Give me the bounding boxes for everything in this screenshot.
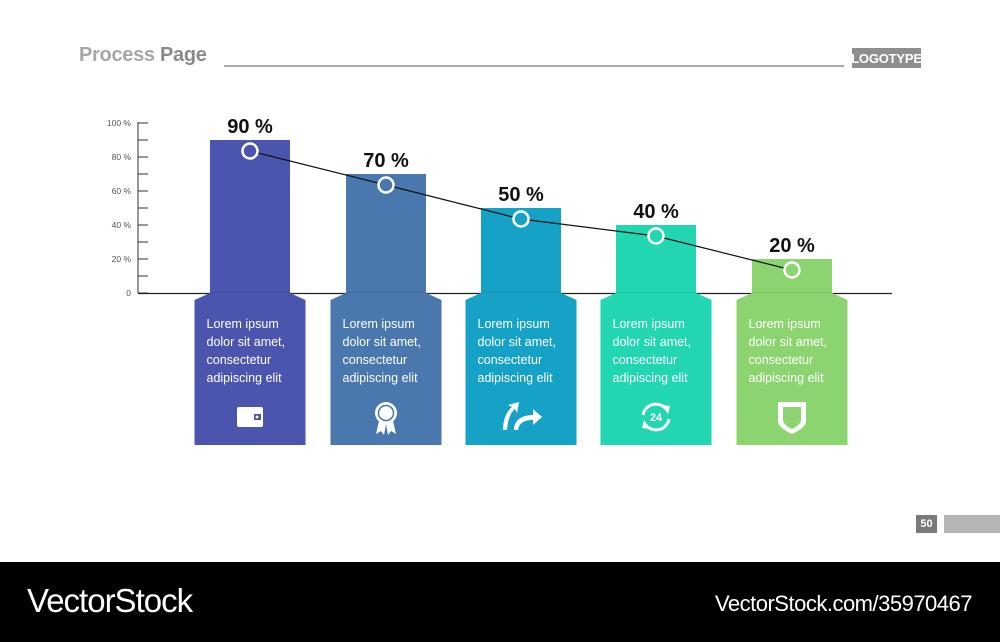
page-number-bar — [944, 515, 1000, 533]
shield-icon — [778, 402, 806, 434]
trend-marker — [512, 210, 530, 228]
bar — [210, 140, 290, 293]
data-label: 40 % — [633, 201, 679, 223]
y-tick-label: 0 — [126, 288, 131, 298]
bar — [346, 174, 426, 293]
split-arrows-icon — [503, 402, 542, 430]
card-text-line: adipiscing elit — [613, 371, 689, 385]
y-tick-label: 40 % — [112, 220, 132, 230]
card-text-line: dolor sit amet, — [749, 335, 828, 349]
trend-marker — [647, 227, 665, 245]
card-text-line: consectetur — [749, 353, 814, 367]
data-label: 90 % — [227, 116, 273, 138]
card-text-line: adipiscing elit — [478, 371, 554, 385]
card-text-line: Lorem ipsum — [207, 317, 279, 331]
card-text-line: Lorem ipsum — [749, 317, 821, 331]
data-label: 50 % — [498, 184, 544, 206]
trend-marker — [241, 142, 259, 160]
footer-brand: VectorStock — [27, 582, 193, 619]
wallet-icon — [237, 407, 263, 427]
data-label: 20 % — [769, 235, 815, 257]
card-text-line: consectetur — [343, 353, 408, 367]
info-card — [330, 293, 442, 445]
footer-url: VectorStock.com/35970467 — [714, 591, 973, 616]
page-title-part2: Page — [160, 44, 207, 66]
award-ribbon-icon — [375, 402, 397, 435]
info-card — [736, 293, 848, 445]
card-text-line: dolor sit amet, — [478, 335, 557, 349]
trend-marker — [783, 261, 801, 279]
data-label: 70 % — [363, 150, 409, 172]
page-number: 50 — [916, 515, 937, 533]
page-title: Process Page — [79, 44, 207, 67]
y-tick-label: 80 % — [112, 152, 132, 162]
bar-chart: 0 20 % 40 % 60 % 80 % 100 % Lorem ipsum dolor s… — [107, 116, 892, 445]
card-text-line: adipiscing elit — [343, 371, 419, 385]
logotype-badge: LOGOTYPE — [851, 48, 922, 68]
svg-text:24: 24 — [650, 412, 663, 424]
card-text-line: dolor sit amet, — [343, 335, 422, 349]
24-hours-icon: 24 — [641, 402, 671, 432]
footer-bar: VectorStock VectorStock.com/35970467 — [0, 562, 1000, 642]
card-text-line: Lorem ipsum — [613, 317, 685, 331]
card-text-line: dolor sit amet, — [613, 335, 692, 349]
card-text-line: consectetur — [613, 353, 678, 367]
y-tick-label: 100 % — [107, 118, 132, 128]
card-text-line: consectetur — [478, 353, 543, 367]
info-card — [465, 293, 577, 445]
card-text-line: adipiscing elit — [749, 371, 825, 385]
y-tick-label: 20 % — [112, 254, 132, 264]
card-text-line: Lorem ipsum — [478, 317, 550, 331]
info-card — [194, 293, 306, 445]
card-text-line: dolor sit amet, — [207, 335, 286, 349]
y-tick-label: 60 % — [112, 186, 132, 196]
card-text-line: Lorem ipsum — [343, 317, 415, 331]
header-divider — [224, 65, 844, 67]
page-title-part1: Process — [79, 44, 155, 66]
card-text-line: adipiscing elit — [207, 371, 283, 385]
info-card — [600, 293, 712, 445]
card-text-line: consectetur — [207, 353, 272, 367]
trend-marker — [377, 176, 395, 194]
